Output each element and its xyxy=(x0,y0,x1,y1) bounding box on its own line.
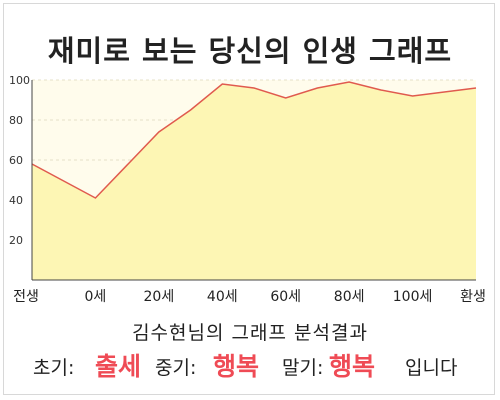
card-frame xyxy=(3,3,495,395)
x-tick-label-7: 환생 xyxy=(460,289,486,305)
y-tick-label-4: 100 xyxy=(9,74,30,87)
x-tick-label-1: 0세 xyxy=(85,289,107,305)
x-tick-label-5: 80세 xyxy=(334,289,365,305)
early-value: 출세 xyxy=(95,352,142,381)
x-tick-label-2: 20세 xyxy=(144,289,175,305)
x-tick-label-6: 100세 xyxy=(393,289,433,305)
mid-label: 중기: xyxy=(155,357,197,379)
y-tick-label-1: 40 xyxy=(9,194,23,207)
x-tick-label-3: 40세 xyxy=(207,289,238,305)
life-area xyxy=(32,82,476,280)
analysis-subtitle: 김수현님의 그래프 분석결과 xyxy=(132,322,368,344)
late-label: 말기: xyxy=(282,357,324,379)
x-tick-label-4: 60세 xyxy=(270,289,301,305)
y-tick-labels: 20 40 60 80 100 xyxy=(9,74,30,247)
x-tick-label-0: 전생 xyxy=(13,289,39,305)
page-title: 재미로 보는 당신의 인생 그래프 xyxy=(47,34,453,68)
y-tick-label-0: 20 xyxy=(9,234,23,247)
x-tick-labels: 전생 0세 20세 40세 60세 80세 100세 환생 xyxy=(13,289,486,305)
late-value: 행복 xyxy=(329,352,376,381)
mid-value: 행복 xyxy=(213,352,260,381)
y-tick-label-3: 80 xyxy=(9,114,23,127)
early-label: 초기: xyxy=(33,357,75,379)
life-line xyxy=(31,81,477,199)
result-ending: 입니다 xyxy=(405,357,458,379)
y-tick-label-2: 60 xyxy=(9,154,23,167)
